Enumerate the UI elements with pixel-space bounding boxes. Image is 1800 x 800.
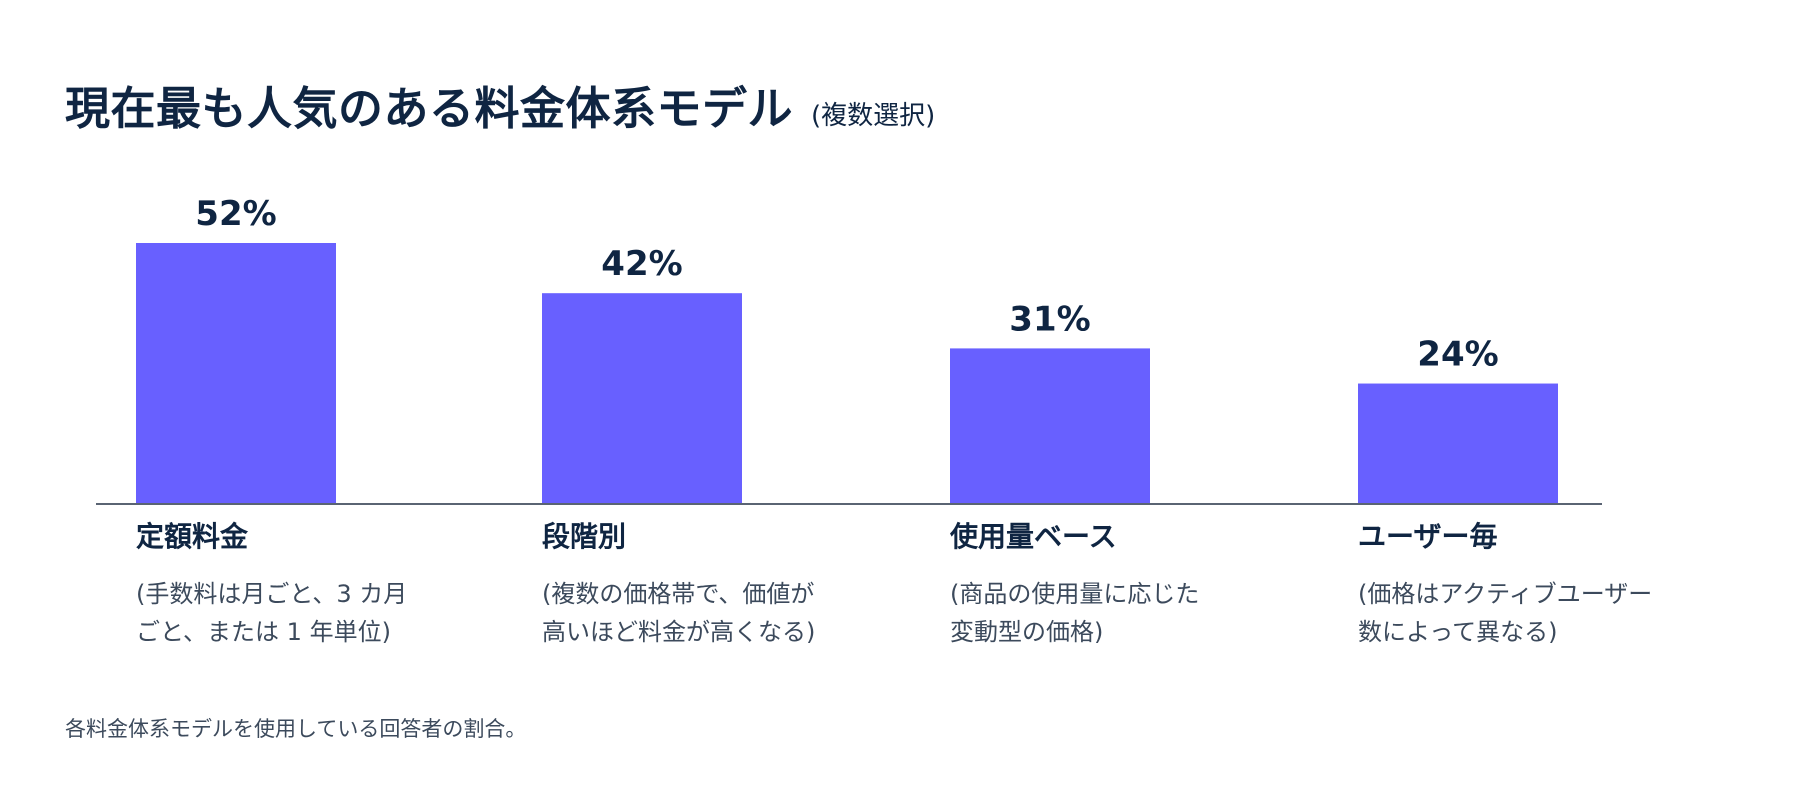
bar — [950, 348, 1150, 504]
chart-footnote: 各料金体系モデルを使用している回答者の割合。 — [65, 717, 527, 741]
chart-subtitle: (複数選択) — [811, 101, 936, 131]
bar-value-label: 31% — [1009, 299, 1090, 339]
category-description: 数によって異なる) — [1358, 618, 1557, 646]
category-label: ユーザー毎 — [1358, 520, 1497, 553]
bar — [542, 293, 742, 504]
chart-title-row: 現在最も人気のある料金体系モデル (複数選択) — [65, 72, 935, 137]
bar-value-label: 52% — [195, 194, 276, 234]
bar — [136, 243, 336, 504]
chart-title: 現在最も人気のある料金体系モデル — [65, 82, 794, 135]
category-description: 高いほど料金が高くなる) — [542, 618, 815, 646]
category-label: 段階別 — [542, 520, 626, 553]
category-description: 変動型の価格) — [950, 618, 1103, 646]
category-description: (商品の使用量に応じた — [950, 580, 1199, 608]
category-description: (手数料は月ごと、3 カ月 — [136, 580, 407, 608]
category-label: 使用量ベース — [949, 520, 1117, 553]
category-description: (複数の価格帯で、価値が — [542, 580, 814, 608]
bar — [1358, 383, 1558, 504]
category-description: ごと、または 1 年単位) — [136, 618, 391, 646]
bar-value-label: 24% — [1417, 335, 1498, 375]
category-label: 定額料金 — [136, 520, 249, 553]
bar-value-label: 42% — [601, 244, 682, 284]
category-description: (価格はアクティブユーザー — [1358, 580, 1652, 608]
